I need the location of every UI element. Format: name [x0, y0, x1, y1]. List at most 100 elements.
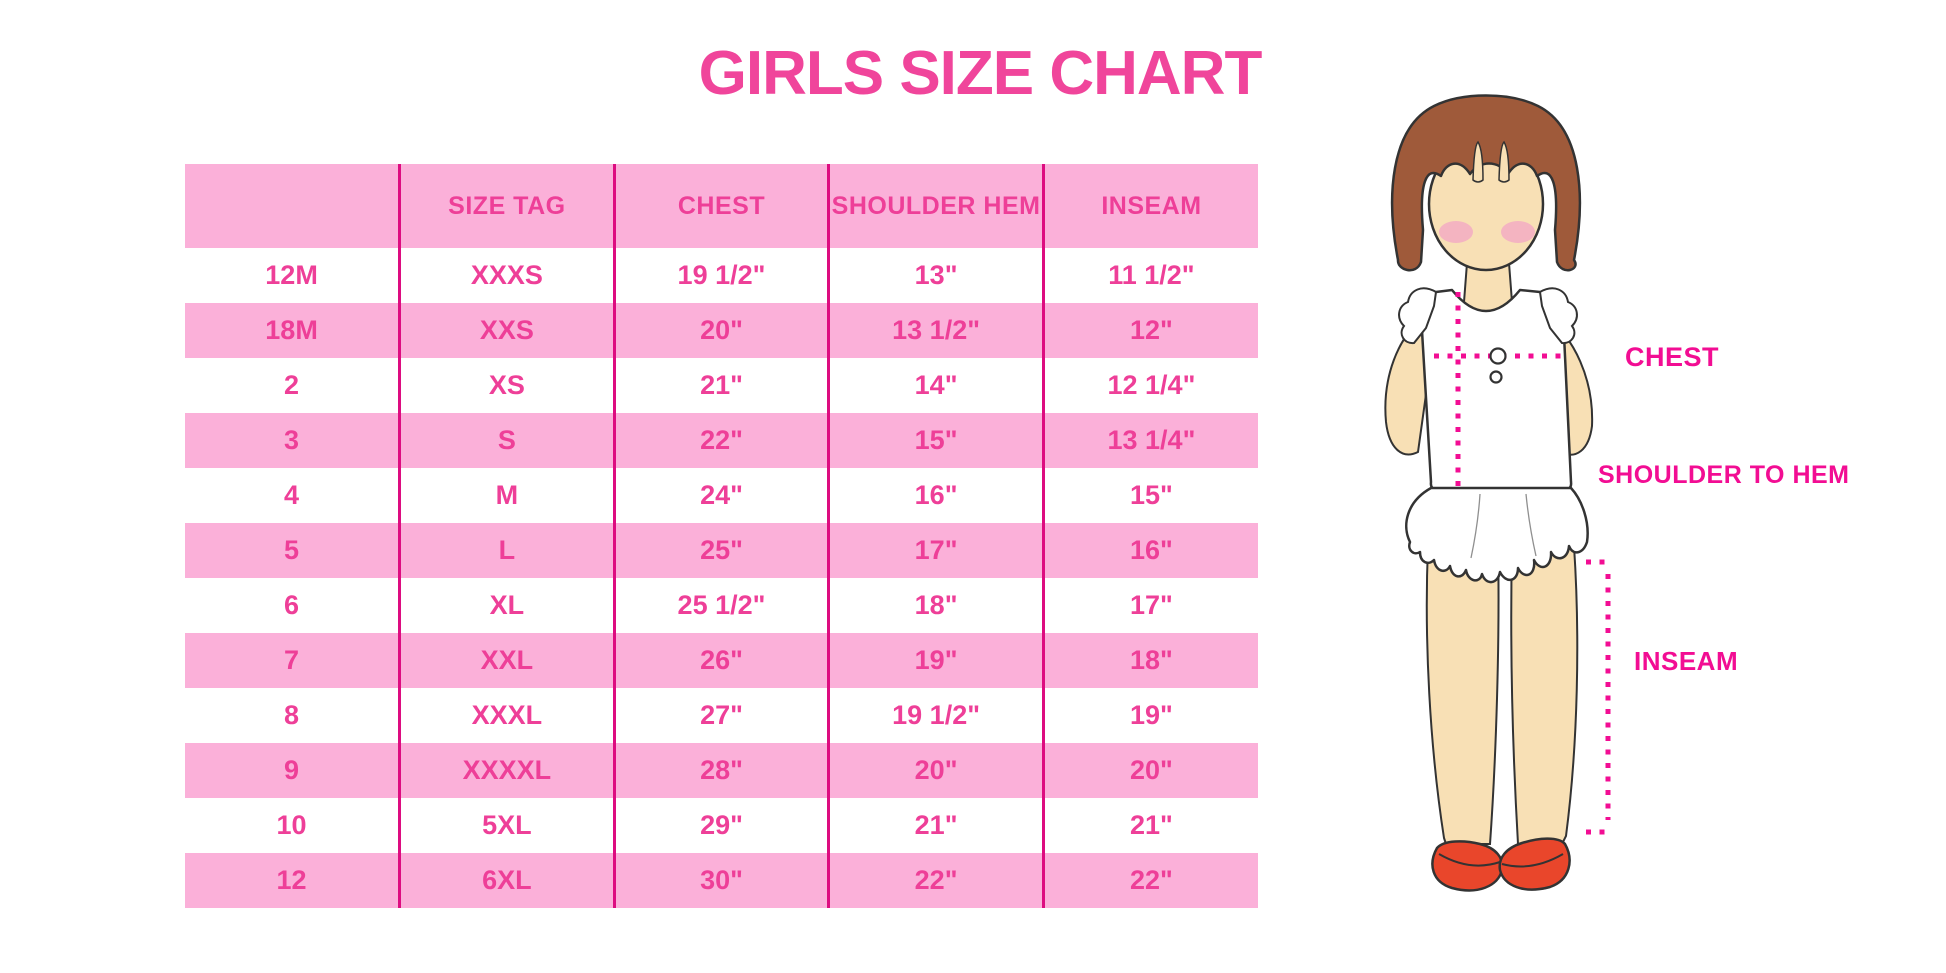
size-cell: 3: [185, 413, 400, 468]
value-cell: XL: [398, 578, 615, 633]
value-cell: 14": [827, 358, 1044, 413]
skirt-fold: [1525, 493, 1537, 557]
value-cell: 6XL: [398, 853, 615, 908]
bangs-part: [1472, 140, 1484, 183]
size-cell: 10: [276, 810, 307, 840]
value-cell: M: [398, 468, 615, 523]
value-cell: XXXXL: [398, 743, 615, 798]
size-chart-table-header: SIZE TAG CHEST SHOULDER HEM INSEAM: [185, 164, 1258, 248]
value-cell: 15": [1041, 468, 1258, 523]
value-cell: S: [398, 413, 615, 468]
value-cell: XXXS: [398, 248, 615, 303]
table-row: 18M XXS 20" 13 1/2" 12": [185, 303, 1258, 358]
value-cell: 29": [612, 798, 829, 853]
value-cell: 17": [1041, 578, 1258, 633]
value-cell: 22": [612, 413, 829, 468]
value-cell: 22": [827, 853, 1044, 908]
shirt-button: [1489, 347, 1507, 365]
value-cell: 30": [612, 853, 829, 908]
table-row: 12M XXXS 19 1/2" 13" 11 1/2": [185, 248, 1258, 303]
value-cell: 5XL: [398, 798, 615, 853]
value-cell: L: [398, 523, 615, 578]
value-cell: 28": [612, 743, 829, 798]
value-cell: 20": [827, 743, 1044, 798]
value-cell: XXS: [398, 303, 615, 358]
value-cell: 19 1/2": [612, 248, 829, 303]
table-row: 9 XXXXL 28" 20" 20": [185, 743, 1258, 798]
value-cell: 12": [1041, 303, 1258, 358]
value-cell: 24": [612, 468, 829, 523]
value-cell: 16": [1041, 523, 1258, 578]
table-row: 6 XL 25 1/2" 18" 17": [185, 578, 1258, 633]
value-cell: 11 1/2": [1041, 248, 1258, 303]
value-cell: 25 1/2": [612, 578, 829, 633]
value-cell: XS: [398, 358, 615, 413]
value-cell: 17": [827, 523, 1044, 578]
right-shoulder-ruffle: [1538, 287, 1578, 345]
column-header: CHEST: [612, 164, 829, 248]
left-leg: [1425, 545, 1500, 845]
value-cell: 21": [827, 798, 1044, 853]
table-row: 10 5XL 29" 21" 21": [185, 798, 1258, 853]
value-cell: 21": [612, 358, 829, 413]
right-shoe-strap: [1501, 853, 1564, 868]
value-cell: 18": [827, 578, 1044, 633]
size-cell: 8: [284, 700, 300, 730]
value-cell: 15": [827, 413, 1044, 468]
size-cell: 5: [185, 523, 400, 578]
value-cell: 16": [827, 468, 1044, 523]
table-row: 2 XS 21" 14" 12 1/4": [185, 358, 1258, 413]
column-header: SHOULDER HEM: [827, 164, 1044, 248]
value-cell: 22": [1041, 853, 1258, 908]
value-cell: 13 1/4": [1041, 413, 1258, 468]
left-shoulder-ruffle: [1398, 287, 1438, 345]
value-cell: XXL: [398, 633, 615, 688]
value-cell: XXXL: [398, 688, 615, 743]
column-header: INSEAM: [1041, 164, 1258, 248]
bangs-part: [1498, 140, 1510, 183]
table-row: 3 S 22" 15" 13 1/4": [185, 413, 1258, 468]
size-cell: 9: [185, 743, 400, 798]
value-cell: 25": [612, 523, 829, 578]
left-shoe: [1431, 840, 1504, 892]
size-cell: 12M: [265, 260, 318, 290]
value-cell: 12 1/4": [1041, 358, 1258, 413]
size-cell: 7: [185, 633, 400, 688]
value-cell: 19 1/2": [827, 688, 1044, 743]
table-row: 4 M 24" 16" 15": [185, 468, 1258, 523]
value-cell: 20": [1041, 743, 1258, 798]
skirt-fold: [1470, 493, 1481, 559]
size-cell: 6: [284, 590, 300, 620]
page-title: GIRLS SIZE CHART: [698, 39, 1263, 108]
hair: [1390, 94, 1582, 272]
value-cell: 13": [827, 248, 1044, 303]
right-leg: [1510, 545, 1579, 845]
size-cell: 18M: [185, 303, 400, 358]
left-shoe-strap: [1438, 853, 1501, 867]
inseam-label: INSEAM: [1634, 646, 1739, 676]
size-cell: 4: [284, 480, 300, 510]
value-cell: 19": [827, 633, 1044, 688]
column-header: SIZE TAG: [398, 164, 615, 248]
value-cell: 20": [612, 303, 829, 358]
value-cell: 18": [1041, 633, 1258, 688]
measurement-figure: CHEST SHOULDER TO HEM INSEAM: [1340, 80, 1940, 940]
table-row: 5 L 25" 17" 16": [185, 523, 1258, 578]
table-row: 7 XXL 26" 19" 18": [185, 633, 1258, 688]
chest-label: CHEST: [1625, 342, 1720, 372]
girl-illustration: [1384, 94, 1613, 892]
value-cell: 13 1/2": [827, 303, 1044, 358]
shoulder-to-hem-label: SHOULDER TO HEM: [1598, 461, 1850, 489]
skirt-ruffle: [1405, 486, 1589, 584]
size-cell: 2: [284, 370, 300, 400]
value-cell: 26": [612, 633, 829, 688]
size-cell: 12: [185, 853, 400, 908]
table-header-row: SIZE TAG CHEST SHOULDER HEM INSEAM: [185, 164, 1258, 248]
size-chart-table-body: 12M XXXS 19 1/2" 13" 11 1/2" 18M XXS 20" 13 1/2"…: [185, 248, 1258, 908]
column-header: [185, 164, 400, 248]
table-row: 8 XXXL 27" 19 1/2" 19": [185, 688, 1258, 743]
size-chart-table: SIZE TAG CHEST SHOULDER HEM INSEAM 12M XXXS 1…: [185, 164, 1258, 908]
table-row: 12 6XL 30" 22" 22": [185, 853, 1258, 908]
value-cell: 19": [1041, 688, 1258, 743]
